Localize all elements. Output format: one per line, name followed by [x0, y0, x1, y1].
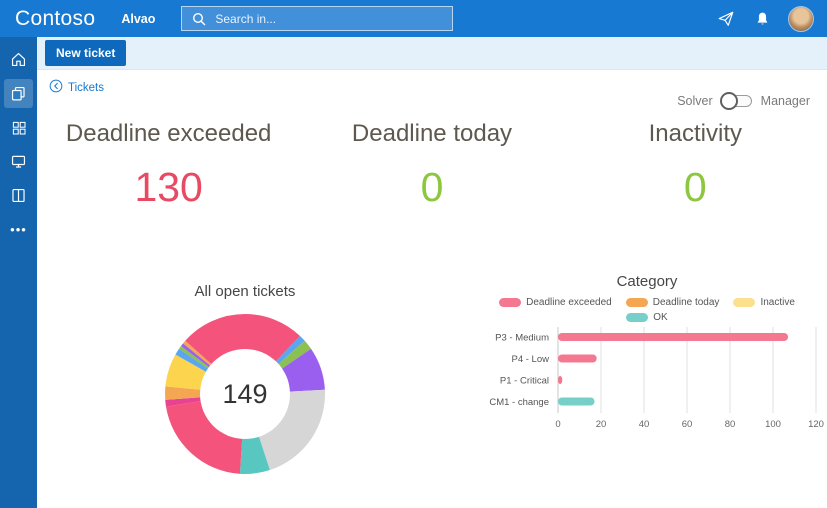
back-link-label: Tickets	[68, 81, 104, 94]
svg-text:40: 40	[639, 419, 650, 430]
kpi-row: Deadline exceeded 130 Deadline today 0 I…	[37, 120, 827, 211]
kpi-deadline-exceeded: Deadline exceeded 130	[37, 120, 300, 211]
user-avatar[interactable]	[788, 5, 814, 32]
kpi-value: 0	[683, 164, 707, 210]
kpi-label: Deadline exceeded	[65, 120, 272, 147]
sidebar-item-more[interactable]: •••	[4, 215, 33, 244]
legend-swatch	[733, 298, 756, 307]
svg-text:120: 120	[808, 419, 824, 430]
open-tickets-donut-chart: All open tickets 149	[95, 283, 395, 478]
top-bar-actions	[716, 5, 814, 32]
main-content: Tickets Solver Manager Deadline exceeded…	[37, 70, 827, 508]
monitor-icon	[10, 153, 27, 170]
sidebar-item-assets[interactable]	[4, 147, 33, 176]
tickets-icon	[10, 85, 27, 102]
book-icon	[10, 187, 27, 204]
toggle-label-manager: Manager	[760, 94, 810, 108]
bar-chart-svg: 0 20 40 60 80 100 120 P3 - Medium P4 - Low P1 - C…	[489, 327, 824, 430]
home-icon	[10, 51, 27, 68]
svg-text:0: 0	[555, 419, 560, 430]
kpi-inactivity: Inactivity 0	[564, 120, 827, 211]
kpi-deadline-today: Deadline today 0	[300, 120, 563, 211]
legend-item: OK	[626, 312, 668, 323]
search-input[interactable]	[215, 11, 446, 26]
svg-text:100: 100	[765, 419, 781, 430]
switch-knob[interactable]	[719, 92, 738, 110]
svg-text:80: 80	[725, 419, 736, 430]
bar-chart-title: Category	[616, 273, 678, 290]
donut-chart-title: All open tickets	[194, 283, 296, 300]
legend-item: Deadline today	[625, 297, 719, 308]
svg-text:P3 - Medium: P3 - Medium	[495, 333, 549, 344]
kpi-value: 0	[420, 164, 444, 210]
sidebar-item-home[interactable]	[4, 45, 33, 74]
svg-text:P1 - Critical: P1 - Critical	[500, 376, 549, 387]
brand-logo[interactable]: Contoso	[15, 6, 96, 30]
kpi-value: 130	[134, 164, 203, 210]
app-name: Alvao	[121, 11, 156, 26]
legend-swatch	[626, 313, 649, 322]
view-toggle: Solver Manager	[677, 92, 810, 110]
solver-manager-switch[interactable]	[719, 92, 752, 110]
donut-center-total: 149	[222, 378, 268, 409]
svg-text:20: 20	[596, 419, 607, 430]
sidebar-item-tickets[interactable]	[4, 79, 33, 108]
svg-text:60: 60	[682, 419, 693, 430]
send-feedback-icon[interactable]	[716, 9, 736, 29]
search-icon	[189, 9, 209, 29]
grid-icon	[11, 120, 27, 136]
back-to-tickets-link[interactable]: Tickets	[49, 79, 104, 96]
sidebar-item-knowledge[interactable]	[4, 181, 33, 210]
back-circle-arrow-icon	[49, 79, 63, 96]
new-ticket-button[interactable]: New ticket	[45, 40, 127, 66]
ellipsis-icon: •••	[10, 221, 27, 237]
toggle-label-solver: Solver	[677, 94, 713, 108]
legend-swatch	[499, 298, 522, 307]
search-box[interactable]	[181, 6, 454, 31]
notifications-bell-icon[interactable]	[752, 9, 772, 29]
legend-item: Deadline exceeded	[499, 297, 612, 308]
svg-text:P4 - Low: P4 - Low	[512, 354, 550, 365]
donut-svg	[165, 314, 326, 474]
kpi-label: Inactivity	[648, 120, 742, 147]
top-bar: Contoso Alvao	[0, 0, 827, 37]
donut-chart: 149	[161, 310, 329, 478]
sidebar-item-apps[interactable]	[4, 113, 33, 142]
category-bar-chart: Category Deadline exceeded Deadline today…	[457, 273, 827, 442]
legend-swatch	[625, 298, 648, 307]
command-bar: New ticket	[37, 37, 827, 70]
legend-item: Inactive	[733, 297, 795, 308]
kpi-label: Deadline today	[351, 120, 513, 147]
svg-text:CM1 - change: CM1 - change	[489, 397, 549, 408]
bar-chart-legend: Deadline exceeded Deadline today Inactive O…	[487, 297, 807, 323]
sidebar: •••	[0, 37, 37, 508]
